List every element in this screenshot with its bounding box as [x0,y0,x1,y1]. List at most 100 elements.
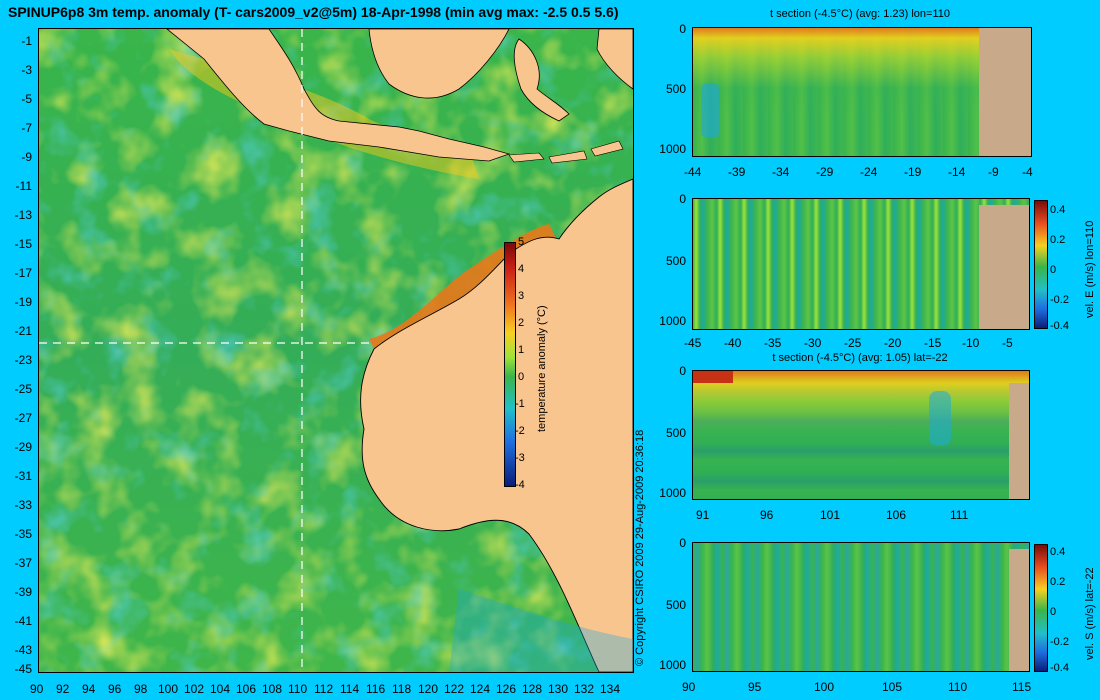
panel1-t-section-lon110 [692,27,1032,157]
lon-tick: 132 [574,682,595,696]
panel4-colorbar-label: vel. S (m/s) lat=-22 [1084,567,1096,660]
map-colorbar-tick: 2 [518,317,525,329]
map-colorbar-tick: 4 [518,263,525,275]
map-colorbar-tick: -3 [515,452,525,464]
panel1-x-tick: -29 [816,165,834,179]
panel1-x-axis: -44 -39 -34 -29 -24 -19 -14 -9 -4 [684,165,1044,181]
panel1-land [979,28,1031,156]
panel4-colorbar-tick: -0.2 [1050,636,1069,648]
panel1-y-tick: 1000 [659,142,686,156]
lat-tick: -13 [14,208,32,222]
lat-tick: -39 [14,585,32,599]
lat-tick: -27 [14,411,32,425]
panel2-colorbar-tick: -0.2 [1050,294,1069,306]
panel2-x-tick: -10 [962,336,980,350]
lon-tick: 94 [82,682,96,696]
panel2-colorbar-tick: 0.4 [1050,204,1066,216]
panel3-hot-corner [693,371,733,383]
panel2-colorbar-label: vel. E (m/s) lon=110 [1084,220,1096,318]
panel2-x-axis: -45 -40 -35 -30 -25 -20 -15 -10 -5 [684,336,1044,352]
panel4-colorbar-tick: 0.4 [1050,546,1066,558]
lat-tick: -29 [14,440,32,454]
panel2-colorbar-tick: 0 [1050,264,1057,276]
lat-tick: -37 [14,556,32,570]
lat-tick: -23 [14,353,32,367]
lat-tick: -15 [14,237,32,251]
figure-title: SPINUP6p8 3m temp. anomaly (T- cars2009_… [8,4,619,20]
lon-tick: 128 [522,682,543,696]
panel2-colorbar-tick: -0.4 [1050,320,1069,332]
lon-tick: 112 [314,682,334,696]
panel2-x-tick: -25 [844,336,862,350]
panel1-x-tick: -24 [860,165,878,179]
lesser-sunda-islands [508,140,624,164]
panel1-title: t section (-4.5°C) (avg: 1.23) lon=110 [770,8,950,20]
map-colorbar-tick: -2 [515,425,525,437]
panel4-y-tick: 0 [679,536,686,550]
lat-tick: -21 [14,324,32,338]
panel2-colorbar-tick: 0.2 [1050,234,1066,246]
lon-tick: 134 [600,682,621,696]
panel4-colorbar [1034,544,1048,672]
lat-tick: -5 [21,92,32,106]
sumatra-java-land [166,29,511,162]
panel1-x-tick: -44 [684,165,702,179]
panel4-land [1009,549,1029,671]
sulawesi-land [513,38,570,122]
southern-ocean-cold-band [449,589,633,672]
lon-tick: 120 [418,682,439,696]
lon-tick: 122 [444,682,465,696]
panel4-colorbar-ticks: 0.4 0.2 0 -0.2 -0.4 [1050,546,1080,676]
lat-tick: -35 [14,527,32,541]
panel1-cold-patch [701,83,719,138]
panel1-x-tick: -14 [948,165,966,179]
panel2-y-tick: 0 [679,192,686,206]
panel4-y-axis: 0 500 1000 [650,536,690,676]
lon-tick: 130 [548,682,569,696]
lon-tick: 116 [366,682,386,696]
panel3-x-axis: 91 96 101 106 111 [694,508,1034,524]
panel2-x-tick: -30 [804,336,822,350]
copyright-text: © Copyright CSIRO 2009 29-Aug-2009 20:36… [634,429,646,666]
panel4-vel-s-lat22 [692,542,1030,672]
panel1-x-tick: -19 [904,165,922,179]
lon-tick: 92 [56,682,70,696]
panel2-x-tick: -20 [884,336,902,350]
panel1-x-tick: -39 [728,165,746,179]
lat-tick: -33 [14,498,32,512]
panel4-colorbar-tick: -0.4 [1050,662,1069,674]
panel3-x-tick: 111 [950,508,969,522]
panel2-vel-e-lon110 [692,198,1030,330]
lon-tick: 124 [470,682,491,696]
lat-tick: -11 [15,179,32,193]
panel4-x-tick: 90 [682,680,696,694]
panel3-t-section-lat22 [692,370,1030,500]
lon-tick: 100 [158,682,179,696]
lon-tick: 96 [108,682,122,696]
new-guinea-land [596,29,633,90]
panel4-x-tick: 105 [882,680,903,694]
lat-tick: -31 [14,469,32,483]
panel4-colorbar-tick: 0 [1050,606,1057,618]
panel1-x-tick: -9 [988,165,999,179]
lon-tick: 110 [288,682,308,696]
borneo-land [368,29,510,99]
panel4-x-tick: 95 [748,680,762,694]
panel3-y-tick: 0 [679,364,686,378]
panel4-x-tick: 100 [814,680,835,694]
lon-tick: 108 [262,682,283,696]
panel2-land [979,205,1029,329]
lon-tick: 114 [340,682,360,696]
map-colorbar-label: temperature anomaly (°C) [536,305,548,432]
temperature-anomaly-map [39,29,633,672]
panel1-y-tick: 0 [679,22,686,36]
panel2-x-tick: -45 [684,336,702,350]
map-lon-axis: 90 92 94 96 98 100 102 104 106 108 110 1… [28,682,648,698]
map-colorbar-tick: 0 [518,371,525,383]
panel3-title: t section (-4.5°C) (avg: 1.05) lat=-22 [772,352,948,364]
panel4-y-tick: 500 [665,598,686,612]
map-colorbar [504,242,516,487]
map-panel [38,28,634,673]
lon-tick: 106 [236,682,257,696]
panel2-y-axis: 0 500 1000 [650,192,690,332]
